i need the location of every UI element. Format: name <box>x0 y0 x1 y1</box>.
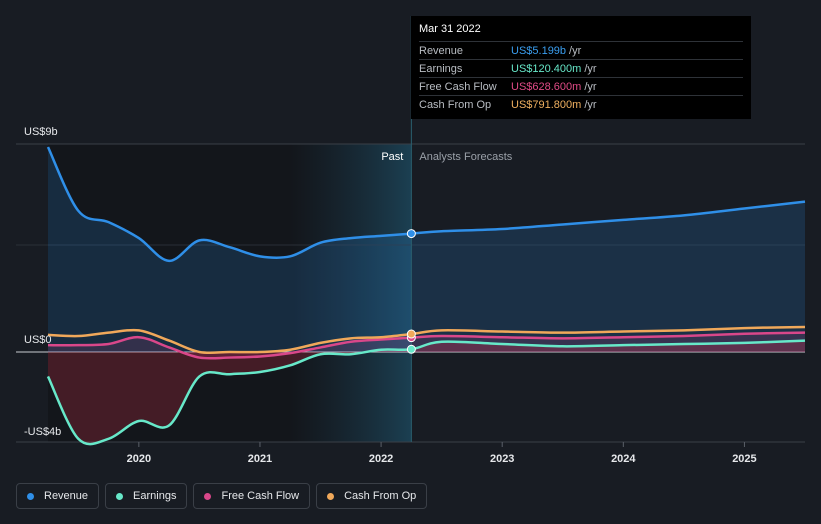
forecast-label: Analysts Forecasts <box>419 151 512 163</box>
legend-label: Free Cash Flow <box>221 490 300 502</box>
tooltip-value: US$120.400m <box>511 62 582 75</box>
legend-label: Earnings <box>133 490 177 502</box>
cash-from-op-marker <box>406 329 416 339</box>
earnings-marker <box>406 344 416 354</box>
tooltip-label: Earnings <box>419 62 463 75</box>
legend-dot-icon <box>116 492 124 500</box>
tooltip-row-revenue: Revenue US$5.199b /yr <box>419 41 743 59</box>
recent-past-shade <box>290 144 412 442</box>
tooltip-date: Mar 31 2022 <box>419 23 481 35</box>
legend-item-earnings[interactable]: Earnings <box>105 483 188 509</box>
tooltip-value: US$791.800m <box>511 98 582 111</box>
legend-dot-icon <box>204 492 212 500</box>
x-tick-label: 2020 <box>127 453 151 465</box>
x-tick-label: 2023 <box>490 453 514 465</box>
cash-from-op-line <box>47 325 806 355</box>
legend-item-free-cash-flow[interactable]: Free Cash Flow <box>193 483 311 509</box>
tooltip-label: Revenue <box>419 44 464 57</box>
tooltip-value: US$628.600m <box>511 80 582 93</box>
legend-label: Revenue <box>44 490 89 502</box>
tooltip-row-cash-from-op: Cash From Op US$791.800m /yr <box>419 95 743 113</box>
y-axis-label-bottom: -US$4b <box>24 426 62 438</box>
legend-dot-icon <box>327 492 335 500</box>
tooltip-unit: /yr <box>569 44 582 57</box>
legend-item-revenue[interactable]: Revenue <box>16 483 100 509</box>
x-tick-label: 2024 <box>611 453 636 465</box>
chart-legend: Revenue Earnings Free Cash Flow Cash Fro… <box>16 483 428 509</box>
tooltip-label: Cash From Op <box>419 98 492 111</box>
x-tick-label: 2022 <box>369 453 393 465</box>
x-tick-label: 2025 <box>732 453 756 465</box>
legend-item-cash-from-op[interactable]: Cash From Op <box>316 483 428 509</box>
tooltip-unit: /yr <box>584 62 597 75</box>
revenue-marker <box>406 229 416 239</box>
y-axis-label-top: US$9b <box>24 126 58 138</box>
legend-dot-icon <box>27 492 34 500</box>
tooltip-row-free-cash-flow: Free Cash Flow US$628.600m /yr <box>419 77 743 95</box>
revenue-line <box>46 146 806 263</box>
tooltip-value: US$5.199b <box>511 44 567 57</box>
data-tooltip: Mar 31 2022 Revenue US$5.199b /yr Earnin… <box>411 16 751 119</box>
tooltip-unit: /yr <box>584 98 597 111</box>
earnings-area <box>48 340 805 445</box>
earnings-line <box>46 339 806 446</box>
x-tick-label: 2021 <box>248 453 272 465</box>
free-cash-flow-line <box>47 331 806 360</box>
y-axis-label-zero: US$0 <box>24 334 52 346</box>
legend-label: Cash From Op <box>344 490 417 502</box>
tooltip-unit: /yr <box>584 80 597 93</box>
revenue-area <box>48 147 805 352</box>
past-label: Past <box>381 151 403 163</box>
tooltip-label: Free Cash Flow <box>419 80 497 93</box>
tooltip-row-earnings: Earnings US$120.400m /yr <box>419 59 743 77</box>
